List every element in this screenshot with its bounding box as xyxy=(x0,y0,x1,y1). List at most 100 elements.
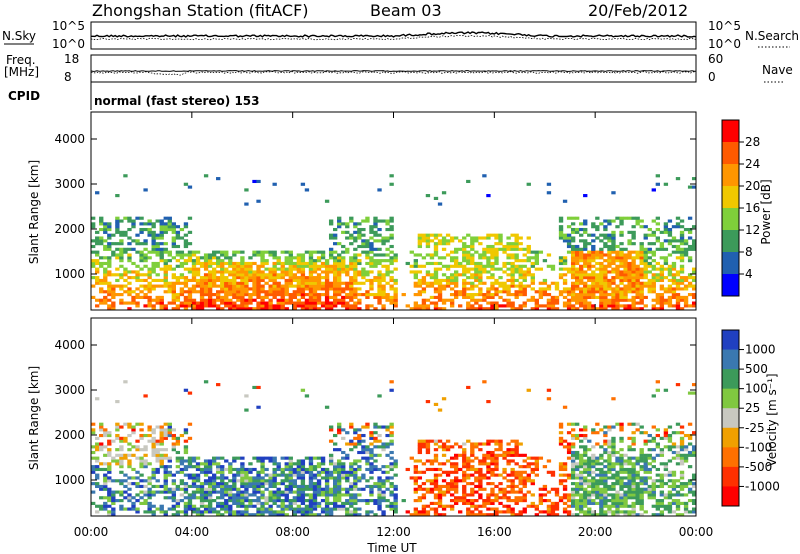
velocity-cell xyxy=(470,465,475,469)
power-cell xyxy=(163,247,168,251)
velocity-cell xyxy=(675,513,681,517)
velocity-cell xyxy=(558,479,564,483)
power-cell xyxy=(530,276,535,280)
power-cell xyxy=(385,247,390,251)
velocity-cell xyxy=(385,479,390,483)
power-cell xyxy=(333,287,338,291)
power-cell xyxy=(675,270,681,274)
velocity-cell xyxy=(341,473,346,477)
velocity-cell xyxy=(127,476,132,480)
power-cell xyxy=(631,230,636,234)
velocity-cell xyxy=(183,467,189,472)
power-cell xyxy=(111,293,116,297)
power-cell xyxy=(679,267,685,271)
velocity-cell xyxy=(583,496,588,500)
power-cell xyxy=(514,278,519,283)
velocity-cell xyxy=(679,484,685,489)
power-cell xyxy=(171,298,176,302)
velocity-cell xyxy=(333,504,338,508)
power-cell xyxy=(663,298,669,302)
velocity-cell xyxy=(615,462,620,466)
power-cell xyxy=(575,276,580,280)
velocity-cell xyxy=(675,462,681,466)
power-cell xyxy=(300,264,306,268)
power-cell xyxy=(534,256,539,260)
power-cell xyxy=(603,304,608,308)
power-cell xyxy=(454,293,459,297)
velocity-cell xyxy=(413,490,418,494)
power-cell xyxy=(280,270,285,274)
velocity-cell xyxy=(300,490,306,494)
velocity-cell xyxy=(482,380,487,384)
velocity-cell xyxy=(268,510,273,514)
power-cell xyxy=(530,298,535,302)
velocity-cell xyxy=(187,484,193,489)
power-cell xyxy=(139,250,144,254)
velocity-cell xyxy=(308,501,314,505)
velocity-cell xyxy=(212,473,217,477)
power-cell xyxy=(296,278,302,283)
power-cell xyxy=(595,253,600,257)
velocity-cell xyxy=(611,499,616,503)
power-cell xyxy=(619,290,624,294)
power-cell xyxy=(195,270,201,274)
velocity-cell xyxy=(280,456,285,460)
power-cell xyxy=(312,290,318,294)
colorbar-swatch xyxy=(722,252,739,275)
velocity-cell xyxy=(312,499,318,503)
power-cell xyxy=(470,284,475,288)
velocity-cell xyxy=(462,470,467,474)
power-cell xyxy=(478,256,483,260)
velocity-cell xyxy=(429,507,435,511)
power-cell xyxy=(99,298,104,302)
power-cell xyxy=(546,298,552,302)
power-cell xyxy=(139,222,144,226)
power-cell xyxy=(538,267,544,271)
power-cell xyxy=(425,236,431,240)
power-cell xyxy=(433,281,439,285)
power-cell xyxy=(393,295,398,299)
power-cell xyxy=(595,273,600,277)
velocity-cell xyxy=(191,459,197,463)
power-cell xyxy=(502,287,507,291)
power-cell xyxy=(264,273,269,277)
power-cell xyxy=(599,267,604,271)
power-cell xyxy=(220,278,225,283)
velocity-cell xyxy=(163,510,168,514)
velocity-cell xyxy=(187,436,193,440)
velocity-cell xyxy=(486,507,491,511)
velocity-cell xyxy=(256,507,261,511)
velocity-cell xyxy=(337,459,342,463)
velocity-cell xyxy=(159,436,164,440)
power-cell xyxy=(147,222,152,226)
power-cell xyxy=(248,261,253,266)
power-cell xyxy=(328,284,334,288)
colorbar-swatch xyxy=(722,186,739,209)
power-cell xyxy=(445,281,451,285)
power-cell xyxy=(175,293,181,297)
velocity-cell xyxy=(518,476,523,480)
power-cell xyxy=(167,290,172,294)
velocity-cell xyxy=(421,507,427,511)
velocity-cell xyxy=(675,501,681,505)
power-cell xyxy=(151,247,156,251)
velocity-cell xyxy=(373,422,378,426)
power-cell xyxy=(583,276,588,280)
power-cell xyxy=(421,281,427,285)
power-cell xyxy=(619,216,624,220)
power-cell xyxy=(413,281,418,285)
power-cell xyxy=(272,304,277,308)
velocity-cell xyxy=(587,470,592,474)
power-cell xyxy=(119,273,124,277)
velocity-cell xyxy=(187,493,193,497)
velocity-cell xyxy=(478,504,483,508)
velocity-cell xyxy=(655,388,660,392)
velocity-cell xyxy=(183,473,189,477)
velocity-cell xyxy=(486,456,491,460)
station-title: Zhongshan Station (fitACF) xyxy=(92,1,309,20)
power-cell xyxy=(603,264,608,268)
velocity-cell xyxy=(333,470,338,474)
power-cell xyxy=(486,256,491,260)
power-cell xyxy=(643,247,648,251)
power-cell xyxy=(413,284,418,288)
